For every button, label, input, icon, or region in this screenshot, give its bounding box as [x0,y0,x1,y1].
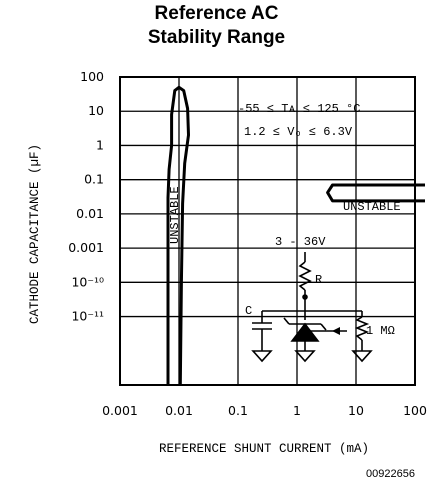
ground-icon [251,350,273,363]
x-tick-labels: 0.001 0.01 0.1 1 10 100 [102,403,427,418]
y-axis-title: CATHODE CAPACITANCE (µF) [28,144,42,324]
supply-voltage-label: 3 - 36V [275,235,326,249]
chart-title-line-2: Stability Range [147,27,286,48]
grid [119,76,416,385]
unstable-region-label-1: UNSTABLE [168,186,182,244]
y-tick-label: 0.001 [68,240,104,255]
x-tick-label: 0.001 [102,403,138,418]
x-tick-label: 0.1 [228,403,248,418]
temperature-condition: -55 ≤ Tᴀ ≤ 125 °C [238,102,360,116]
x-axis-title: REFERENCE SHUNT CURRENT (mA) [159,442,369,456]
y-tick-labels: 100 10 1 0.1 0.01 0.001 10⁻¹⁰ 10⁻¹¹ [68,69,104,324]
plot-frame [119,76,416,386]
x-tick-label: 1 [293,403,301,418]
y-tick-label: 10 [88,103,104,118]
resistor-label: R [315,273,322,287]
figure-id: 00922656 [366,468,415,480]
zener-diode-icon [290,322,320,342]
y-tick-label: 10⁻¹⁰ [71,274,104,289]
unstable-region-boundary [326,183,425,203]
x-tick-label: 100 [403,403,427,418]
y-tick-label: 10⁻¹¹ [71,309,104,324]
y-tick-label: 0.1 [84,172,104,187]
ground-icon [351,350,373,363]
resistor-symbol [298,261,312,291]
unstable-region-label-2: UNSTABLE [343,200,401,214]
voltage-condition: 1.2 ≤ Vₒ ≤ 6.3V [244,125,353,139]
x-tick-label: 10 [348,403,364,418]
potentiometer-label: 1 MΩ [366,324,395,338]
potentiometer-symbol [354,316,370,341]
x-tick-label: 0.01 [165,403,193,418]
ground-icon [294,350,316,363]
chart-title-line-1: Reference AC [154,3,279,24]
y-tick-label: 100 [80,69,104,84]
capacitor-label: C [245,304,252,318]
y-tick-label: 1 [96,137,104,152]
test-circuit-inset: 3 - 36V R C 1 MΩ [245,235,395,363]
y-tick-label: 0.01 [76,206,104,221]
unstable-region-boundary [166,85,190,386]
stability-regions [166,85,425,386]
